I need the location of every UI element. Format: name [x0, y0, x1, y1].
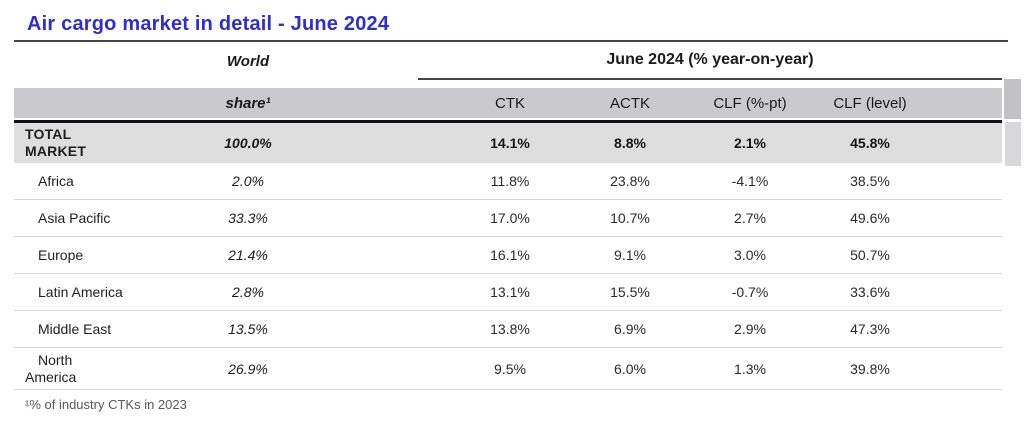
cell-clf-level: 39.8% — [850, 360, 890, 377]
table-header-group-row: World June 2024 (% year-on-year) — [14, 42, 1002, 80]
air-cargo-table: World June 2024 (% year-on-year) share¹ … — [14, 42, 1002, 390]
page-title: Air cargo market in detail - June 2024 — [27, 13, 390, 35]
cell-clf-level: 33.6% — [850, 284, 890, 300]
cell-clf-level: 49.6% — [850, 210, 890, 226]
table-row-asia-pacific: Asia Pacific 33.3% 17.0% 10.7% 2.7% 49.6… — [14, 200, 1002, 237]
row-label: Middle East — [38, 320, 112, 337]
cell-world-share: 2.8% — [232, 284, 264, 300]
column-header-clf-level: CLF (level) — [833, 94, 907, 112]
table-row-middle-east: Middle East 13.5% 13.8% 6.9% 2.9% 47.3% — [14, 311, 1002, 348]
row-label: Latin America — [38, 283, 123, 300]
header-gap — [14, 80, 1002, 88]
cell-clf-level: 38.5% — [850, 173, 890, 189]
right-edge-artifact-top — [1004, 79, 1021, 119]
table-row-africa: Africa 2.0% 11.8% 23.8% -4.1% 38.5% — [14, 163, 1002, 200]
cell-world-share: 13.5% — [228, 321, 268, 337]
cell-ctk: 17.0% — [490, 210, 530, 226]
table-row-north-america: North America 26.9% 9.5% 6.0% 1.3% 39.8% — [14, 348, 1002, 390]
cell-actk: 8.8% — [614, 135, 646, 151]
footnote: ¹% of industry CTKs in 2023 — [25, 397, 187, 412]
cell-actk: 10.7% — [610, 210, 650, 226]
cell-actk: 15.5% — [610, 284, 650, 300]
table-row-total-market: TOTAL MARKET 100.0% 14.1% 8.8% 2.1% 45.8… — [14, 123, 1002, 163]
cell-actk: 23.8% — [610, 173, 650, 189]
column-header-clf-pt: CLF (%-pt) — [713, 94, 787, 112]
cell-ctk: 14.1% — [490, 135, 530, 151]
column-header-actk: ACTK — [609, 94, 650, 112]
cell-clf-level: 47.3% — [850, 321, 890, 337]
row-label: Africa — [38, 172, 74, 189]
cell-world-share: 33.3% — [228, 210, 268, 226]
right-edge-artifact-bottom — [1005, 122, 1021, 166]
group-header-june-2024: June 2024 (% year-on-year) — [418, 42, 1002, 80]
cell-world-share: 26.9% — [228, 360, 268, 377]
cell-world-share: 21.4% — [228, 247, 268, 263]
row-label: North America — [25, 351, 77, 385]
row-label: Asia Pacific — [38, 209, 111, 226]
cell-clf-pt: 2.1% — [734, 135, 766, 151]
world-share-header-line1: World — [226, 52, 270, 70]
cell-clf-pt: -0.7% — [731, 284, 769, 300]
cell-ctk: 13.1% — [490, 284, 530, 300]
cell-ctk: 9.5% — [494, 360, 526, 377]
cell-clf-pt: 2.7% — [734, 210, 766, 226]
cell-world-share: 100.0% — [224, 135, 272, 151]
cell-ctk: 13.8% — [490, 321, 530, 337]
table-row-latin-america: Latin America 2.8% 13.1% 15.5% -0.7% 33.… — [14, 274, 1002, 311]
column-header-ctk: CTK — [495, 94, 525, 112]
cell-world-share: 2.0% — [232, 173, 264, 189]
title-underline — [14, 40, 1008, 42]
cell-clf-level: 45.8% — [850, 135, 890, 151]
cell-clf-level: 50.7% — [850, 247, 890, 263]
cell-ctk: 11.8% — [490, 173, 530, 189]
cell-clf-pt: -4.1% — [731, 173, 769, 189]
cell-actk: 6.0% — [614, 360, 646, 377]
header-divider-rule — [14, 120, 1002, 123]
table-row-europe: Europe 21.4% 16.1% 9.1% 3.0% 50.7% — [14, 237, 1002, 274]
cell-clf-pt: 1.3% — [734, 360, 766, 377]
cell-actk: 9.1% — [614, 247, 646, 263]
cell-clf-pt: 3.0% — [734, 247, 766, 263]
row-label: Europe — [38, 246, 84, 263]
cell-clf-pt: 2.9% — [734, 321, 766, 337]
table-header-columns-row: share¹ CTK ACTK CLF (%-pt) CLF (level) — [14, 88, 1002, 118]
cell-ctk: 16.1% — [490, 247, 530, 263]
world-share-header-line2: share¹ — [225, 94, 271, 112]
cell-actk: 6.9% — [614, 321, 646, 337]
row-label: TOTAL MARKET — [25, 126, 87, 159]
